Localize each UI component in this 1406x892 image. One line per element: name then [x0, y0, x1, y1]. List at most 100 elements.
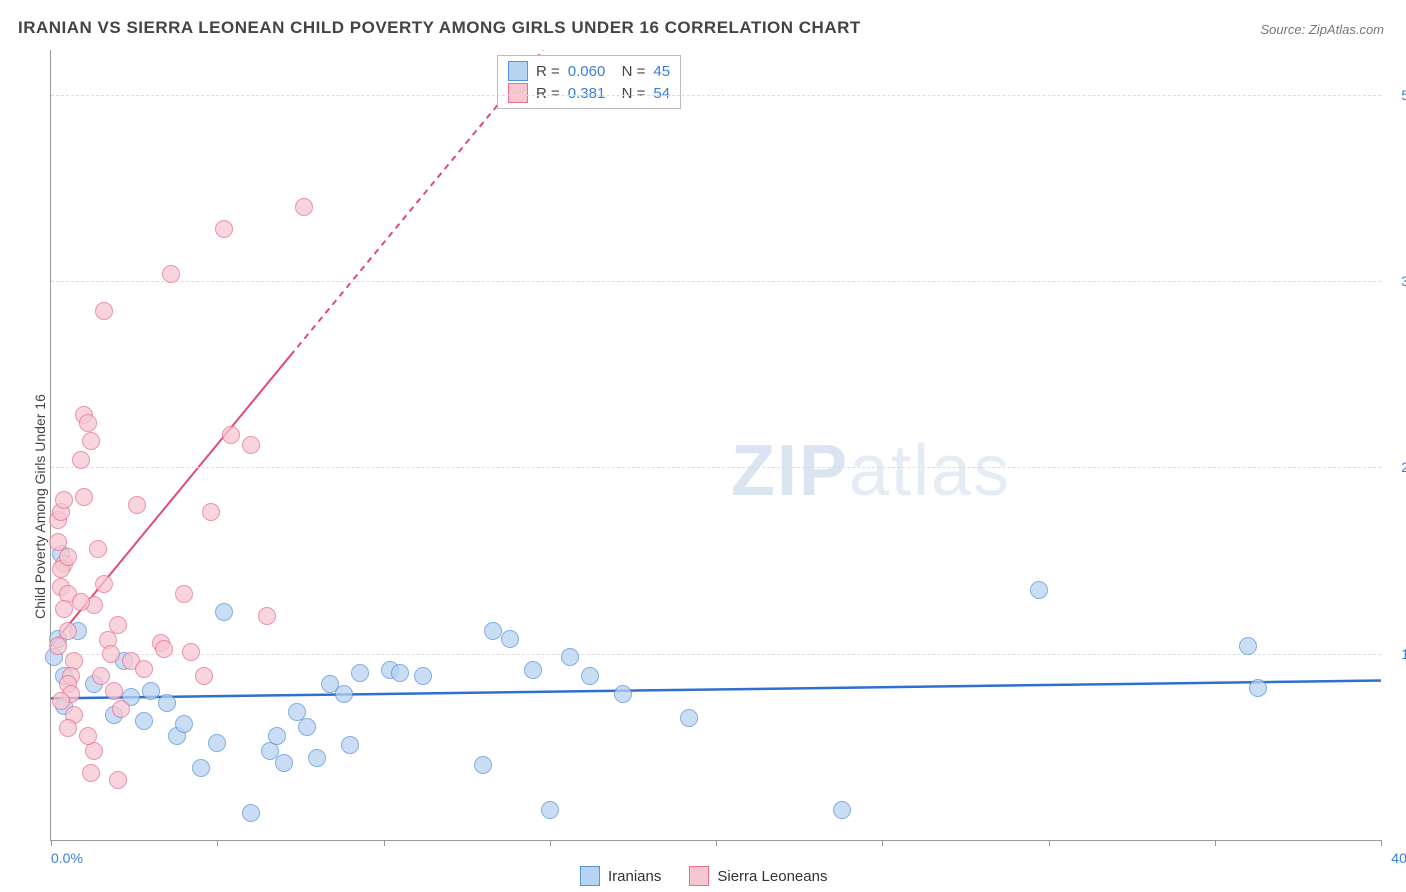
- data-point: [92, 667, 110, 685]
- watermark-bold: ZIP: [731, 431, 849, 511]
- data-point: [79, 414, 97, 432]
- data-point: [414, 667, 432, 685]
- stats-n-label: N =: [613, 85, 645, 102]
- data-point: [341, 736, 359, 754]
- data-point: [82, 432, 100, 450]
- x-tick: [1215, 840, 1216, 846]
- data-point: [474, 756, 492, 774]
- x-tick: [550, 840, 551, 846]
- gridline: [51, 281, 1381, 282]
- series-legend: Iranians Sierra Leoneans: [580, 866, 827, 886]
- data-point: [242, 436, 260, 454]
- stats-n-value: 54: [653, 85, 670, 102]
- data-point: [258, 607, 276, 625]
- data-point: [109, 771, 127, 789]
- data-point: [72, 593, 90, 611]
- data-point: [162, 265, 180, 283]
- stats-n-label: N =: [613, 63, 645, 80]
- data-point: [524, 661, 542, 679]
- data-point: [295, 198, 313, 216]
- data-point: [55, 491, 73, 509]
- data-point: [95, 302, 113, 320]
- stats-swatch: [508, 83, 528, 103]
- data-point: [215, 603, 233, 621]
- data-point: [268, 727, 286, 745]
- chart-title: IRANIAN VS SIERRA LEONEAN CHILD POVERTY …: [18, 18, 861, 38]
- data-point: [72, 451, 90, 469]
- data-point: [680, 709, 698, 727]
- y-tick-label: 12.5%: [1386, 646, 1406, 662]
- data-point: [308, 749, 326, 767]
- x-tick: [384, 840, 385, 846]
- legend-item: Sierra Leoneans: [689, 866, 827, 886]
- data-point: [158, 694, 176, 712]
- data-point: [59, 719, 77, 737]
- y-tick-label: 50.0%: [1386, 87, 1406, 103]
- data-point: [484, 622, 502, 640]
- watermark-light: atlas: [849, 431, 1011, 511]
- data-point: [82, 764, 100, 782]
- data-point: [135, 660, 153, 678]
- legend-item: Iranians: [580, 866, 661, 886]
- source-label: Source: ZipAtlas.com: [1260, 22, 1384, 37]
- data-point: [102, 645, 120, 663]
- data-point: [1030, 581, 1048, 599]
- data-point: [95, 575, 113, 593]
- legend-label: Sierra Leoneans: [717, 868, 827, 885]
- plot-area: ZIPatlas R = 0.060 N = 45R = 0.381 N = 5…: [50, 50, 1381, 841]
- data-point: [112, 700, 130, 718]
- gridline: [51, 467, 1381, 468]
- y-tick-label: 37.5%: [1386, 273, 1406, 289]
- y-tick-label: 25.0%: [1386, 459, 1406, 475]
- stats-r-label: R =: [536, 85, 560, 102]
- stats-row: R = 0.381 N = 54: [508, 82, 670, 104]
- stats-n-value: 45: [653, 63, 670, 80]
- data-point: [142, 682, 160, 700]
- stats-r-label: R =: [536, 63, 560, 80]
- data-point: [351, 664, 369, 682]
- data-point: [275, 754, 293, 772]
- data-point: [581, 667, 599, 685]
- data-point: [155, 640, 173, 658]
- data-point: [1239, 637, 1257, 655]
- x-max-label: 40.0%: [1391, 850, 1406, 866]
- data-point: [192, 759, 210, 777]
- x-tick: [51, 840, 52, 846]
- y-axis-label: Child Poverty Among Girls Under 16: [32, 394, 48, 619]
- legend-swatch: [689, 866, 709, 886]
- data-point: [49, 637, 67, 655]
- data-point: [391, 664, 409, 682]
- data-point: [55, 600, 73, 618]
- data-point: [59, 548, 77, 566]
- data-point: [105, 682, 123, 700]
- data-point: [561, 648, 579, 666]
- data-point: [541, 801, 559, 819]
- x-tick: [217, 840, 218, 846]
- data-point: [614, 685, 632, 703]
- data-point: [128, 496, 146, 514]
- data-point: [298, 718, 316, 736]
- gridline: [51, 95, 1381, 96]
- stats-row: R = 0.060 N = 45: [508, 60, 670, 82]
- legend-label: Iranians: [608, 868, 661, 885]
- data-point: [182, 643, 200, 661]
- x-min-label: 0.0%: [51, 850, 83, 866]
- data-point: [215, 220, 233, 238]
- stats-r-value: 0.381: [568, 85, 606, 102]
- x-tick: [1049, 840, 1050, 846]
- data-point: [175, 715, 193, 733]
- legend-swatch: [580, 866, 600, 886]
- data-point: [501, 630, 519, 648]
- gridline: [51, 654, 1381, 655]
- data-point: [175, 585, 193, 603]
- data-point: [1249, 679, 1267, 697]
- data-point: [833, 801, 851, 819]
- data-point: [135, 712, 153, 730]
- x-tick: [1381, 840, 1382, 846]
- data-point: [109, 616, 127, 634]
- x-tick: [882, 840, 883, 846]
- data-point: [75, 488, 93, 506]
- data-point: [242, 804, 260, 822]
- data-point: [89, 540, 107, 558]
- data-point: [208, 734, 226, 752]
